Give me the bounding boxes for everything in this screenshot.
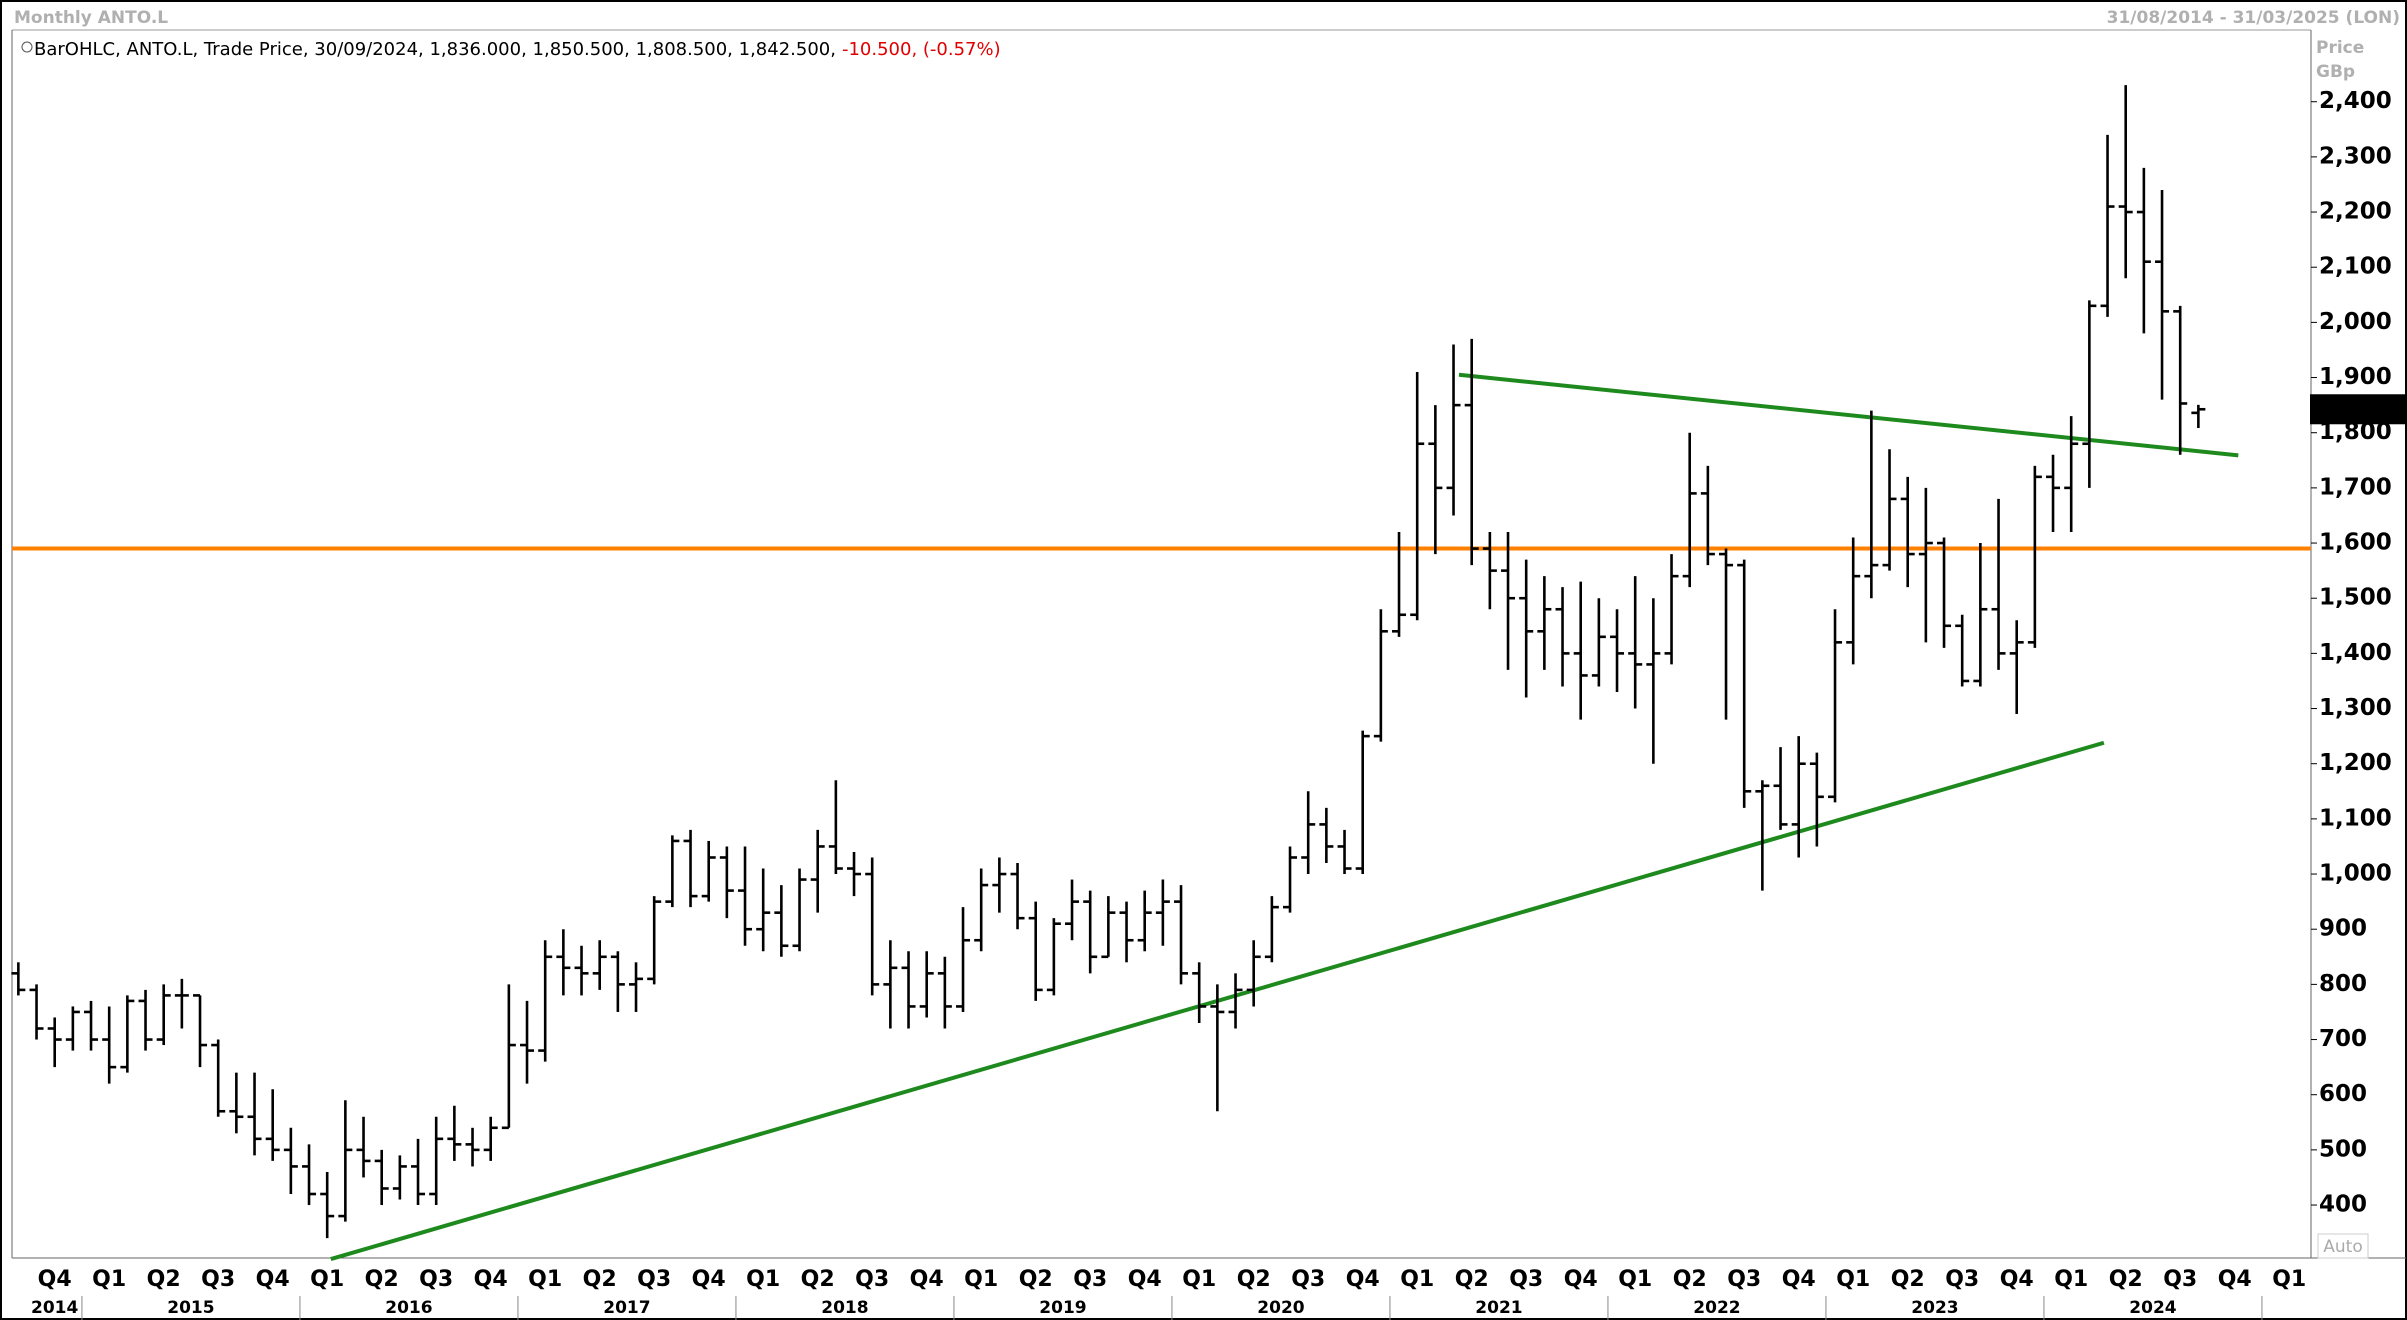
x-tick-label: Q2	[801, 1267, 835, 1292]
x-tick-label: Q3	[1509, 1267, 1543, 1292]
y-tick-label: 2,100	[2319, 254, 2392, 280]
y-tick-label: 600	[2319, 1081, 2367, 1107]
y-tick-label: 1,000	[2319, 861, 2392, 887]
y-tick-label: 400	[2319, 1192, 2367, 1218]
year-label: 2015	[167, 1298, 214, 1318]
x-tick-label: Q2	[2109, 1267, 2143, 1292]
y-tick-label: 1,600	[2319, 530, 2392, 556]
y-tick-label: 1,300	[2319, 695, 2392, 721]
year-label: 2017	[603, 1298, 650, 1318]
x-tick-label: Q1	[1182, 1267, 1216, 1292]
x-tick-label: Q2	[365, 1267, 399, 1292]
x-tick-label: Q1	[528, 1267, 562, 1292]
y-tick-label: 800	[2319, 971, 2367, 997]
last-price-tag	[2310, 394, 2405, 425]
year-label: 2019	[1039, 1298, 1086, 1318]
legend-change: -10.500, (-0.57%)	[842, 39, 1001, 60]
x-tick-label: Q3	[1945, 1267, 1979, 1292]
x-tick-label: Q1	[2054, 1267, 2088, 1292]
auto-label[interactable]: Auto	[2323, 1237, 2362, 1257]
y-tick-label: 2,400	[2319, 88, 2392, 114]
y-tick-label: 2,200	[2319, 199, 2392, 225]
x-tick-label: Q4	[1346, 1267, 1380, 1292]
year-label: 2024	[2129, 1298, 2176, 1318]
year-label: 2016	[385, 1298, 432, 1318]
x-tick-label: Q3	[855, 1267, 889, 1292]
last-price-label: 1,842.	[2315, 397, 2397, 423]
x-tick-label: Q1	[964, 1267, 998, 1292]
auto-button[interactable]	[2317, 1233, 2369, 1259]
year-label: 2023	[1911, 1298, 1958, 1318]
x-tick-label: Q1	[1836, 1267, 1870, 1292]
x-tick-label: Q4	[2218, 1267, 2252, 1292]
x-tick-label: Q3	[1291, 1267, 1325, 1292]
legend-icon	[21, 41, 33, 53]
year-label: 2018	[821, 1298, 868, 1318]
x-tick-label: Q3	[637, 1267, 671, 1292]
y-axis-title: Price	[2316, 38, 2364, 58]
x-tick-label: Q1	[1618, 1267, 1652, 1292]
date-range: 31/08/2014 - 31/03/2025 (LON)	[2107, 8, 2400, 28]
x-tick-label: Q3	[419, 1267, 453, 1292]
x-tick-label: Q4	[2000, 1267, 2034, 1292]
x-tick-label: Q4	[692, 1267, 726, 1292]
y-tick-label: 1,100	[2319, 805, 2392, 831]
x-tick-label: Q4	[1128, 1267, 1162, 1292]
y-tick-label: 1,500	[2319, 585, 2392, 611]
year-label: 2020	[1257, 1298, 1304, 1318]
x-tick-label: Q1	[310, 1267, 344, 1292]
y-tick-label: 1,200	[2319, 750, 2392, 776]
x-tick-label: Q3	[1073, 1267, 1107, 1292]
x-tick-label: Q1	[746, 1267, 780, 1292]
x-tick-label: Q2	[1019, 1267, 1053, 1292]
x-tick-label: Q3	[1727, 1267, 1761, 1292]
chart-title: Monthly ANTO.L	[14, 8, 168, 28]
x-tick-label: Q4	[910, 1267, 944, 1292]
y-tick-label: 500	[2319, 1136, 2367, 1162]
trend-line	[1458, 372, 2239, 458]
y-axis-unit: GBp	[2316, 62, 2355, 82]
x-tick-label: Q4	[38, 1267, 72, 1292]
y-tick-label: 2,300	[2319, 143, 2392, 169]
x-tick-label: Q1	[2272, 1267, 2306, 1292]
x-tick-label: Q1	[92, 1267, 126, 1292]
year-label: 2021	[1475, 1298, 1522, 1318]
x-tick-label: Q3	[201, 1267, 235, 1292]
x-tick-label: Q4	[1564, 1267, 1598, 1292]
year-label: 2014	[31, 1298, 78, 1318]
y-tick-label: 900	[2319, 916, 2367, 942]
x-tick-label: Q4	[474, 1267, 508, 1292]
year-label: 2022	[1693, 1298, 1740, 1318]
x-tick-label: Q4	[256, 1267, 290, 1292]
y-tick-label: 1,900	[2319, 364, 2392, 390]
x-tick-label: Q2	[1891, 1267, 1925, 1292]
x-tick-label: Q2	[583, 1267, 617, 1292]
y-tick-label: 700	[2319, 1026, 2367, 1052]
x-tick-label: Q4	[1782, 1267, 1816, 1292]
y-tick-label: 1,400	[2319, 640, 2392, 666]
y-tick-label: 1,700	[2319, 474, 2392, 500]
x-tick-label: Q2	[1237, 1267, 1271, 1292]
x-tick-label: Q2	[1455, 1267, 1489, 1292]
x-tick-label: Q2	[1673, 1267, 1707, 1292]
x-tick-label: Q2	[147, 1267, 181, 1292]
x-tick-label: Q1	[1400, 1267, 1434, 1292]
legend-info: BarOHLC, ANTO.L, Trade Price, 30/09/2024…	[34, 39, 836, 60]
x-tick-label: Q3	[2163, 1267, 2197, 1292]
y-tick-label: 2,000	[2319, 309, 2392, 335]
